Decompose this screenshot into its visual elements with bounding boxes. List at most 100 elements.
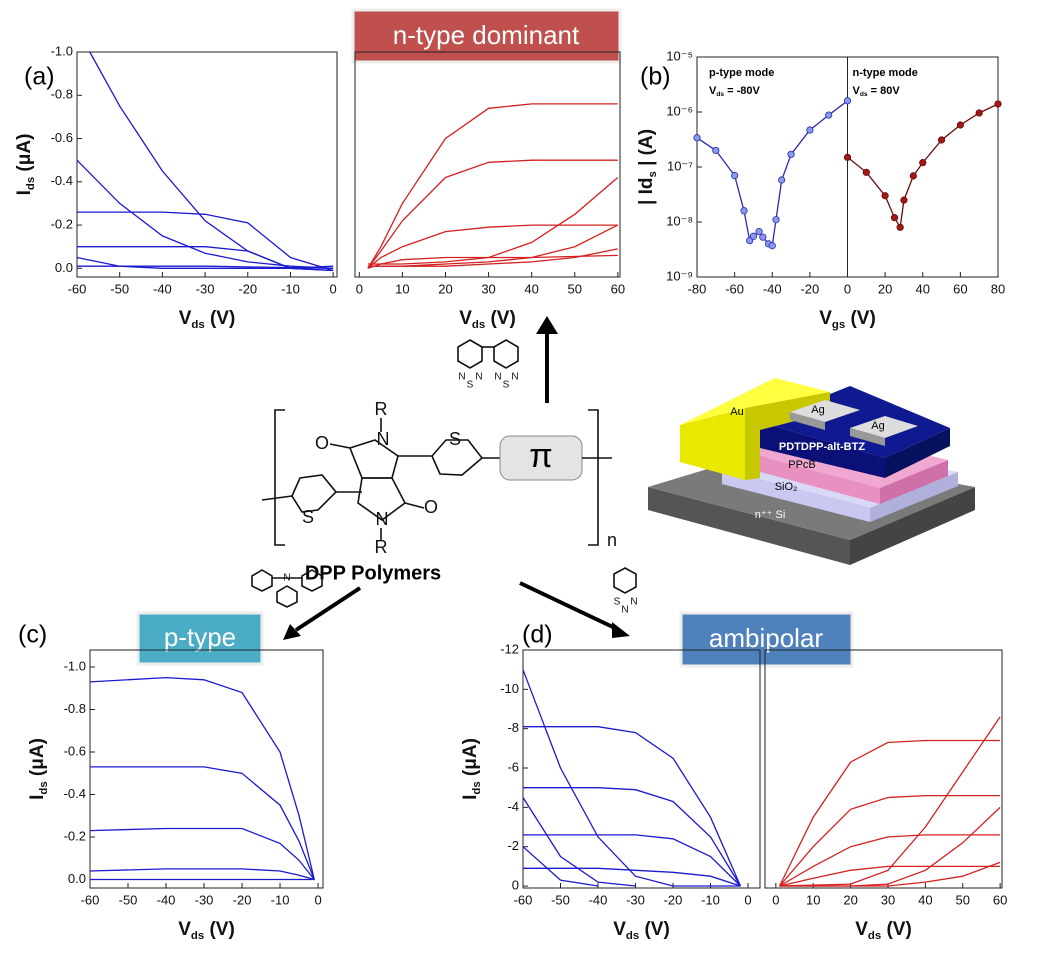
- y-tick-label: 10⁻⁶: [666, 103, 693, 118]
- pi: π: [529, 437, 552, 475]
- y-axis-label: Ids (μA): [27, 738, 50, 800]
- x-tick-label: -50: [110, 281, 129, 296]
- y-tick-label: 0.0: [68, 871, 86, 886]
- y-axis-label-part: | (A): [636, 129, 657, 171]
- y-tick-label: -8: [507, 720, 519, 735]
- x-tick-label: 50: [956, 892, 970, 907]
- curve: [779, 865, 1001, 887]
- x-axis-label-part: (V): [639, 919, 670, 940]
- x-axis-label-part: V: [855, 919, 868, 940]
- curve: [89, 868, 315, 881]
- x-axis-label-part: V: [179, 308, 192, 329]
- x-tick-label: 10: [806, 892, 820, 907]
- y-axis-label-part: ds: [38, 781, 50, 794]
- x-axis-label: Vgs (V): [819, 308, 876, 331]
- x-tick-label: 0: [356, 281, 363, 296]
- curve: [522, 669, 741, 887]
- x-axis-label-part: ds: [191, 930, 204, 942]
- y-tick-label: -2: [507, 838, 519, 853]
- point: [740, 207, 748, 215]
- banner-box: [351, 8, 622, 64]
- point: [749, 232, 758, 240]
- x-axis-label: Vds (V): [855, 919, 912, 942]
- x-tick-label: -80: [688, 281, 707, 296]
- arrow: [294, 586, 362, 632]
- molecule: R N O S π S N O R n DPP Polymers: [261, 399, 617, 584]
- device-label: PDTDPP-alt-BTZ: [779, 441, 865, 453]
- x-axis-label-part: ds: [191, 319, 204, 331]
- plot-frame: [522, 649, 761, 889]
- point: [712, 146, 720, 155]
- y-tick-label: 10⁻⁷: [667, 158, 693, 173]
- banner: p-type: [164, 622, 236, 652]
- curve: [523, 867, 741, 887]
- curve: [523, 787, 742, 887]
- y-tick-label: -4: [507, 799, 519, 814]
- point: [900, 196, 908, 204]
- banner: ambipolar: [709, 623, 824, 653]
- x-tick-label: -40: [157, 892, 176, 907]
- y-axis-label: | Ids | (A): [636, 129, 659, 205]
- x-axis-label-part: (V): [845, 308, 876, 329]
- device-label: Ag: [811, 404, 824, 416]
- x-tick-label: 0: [844, 281, 851, 296]
- layer-si: [850, 487, 975, 565]
- x-tick-label: -60: [68, 281, 87, 296]
- y-tick-label: -0.4: [51, 173, 73, 188]
- ag: [850, 428, 885, 446]
- point: [759, 233, 767, 241]
- x-tick-label: -60: [514, 892, 533, 907]
- plot-frame: [764, 649, 1003, 889]
- x-axis-label-part: ds: [626, 930, 639, 942]
- arrow-head: [536, 316, 558, 334]
- annotation-part: ds: [860, 91, 868, 98]
- x-tick-label: -10: [271, 892, 290, 907]
- x-tick-label: 40: [918, 892, 932, 907]
- x-axis-label-part: V: [819, 308, 832, 329]
- y-axis-label-part: I: [14, 190, 35, 195]
- panel-label: (a): [24, 63, 55, 91]
- point: [772, 216, 780, 224]
- y-axis-label-part: I: [27, 795, 48, 800]
- atom: n: [607, 530, 617, 550]
- y-tick-label: -0.2: [51, 217, 73, 232]
- x-axis-label-part: ds: [472, 319, 485, 331]
- point: [937, 136, 946, 144]
- curve: [77, 246, 334, 272]
- y-tick-label: -0.6: [64, 743, 86, 758]
- y-axis-label-part: ds: [471, 781, 483, 794]
- y-tick-label: -1.0: [51, 43, 73, 58]
- atom: S: [503, 380, 510, 391]
- x-axis-label-part: (V): [205, 308, 236, 329]
- layer-ppcb: [745, 452, 880, 504]
- layer-polymer: [760, 422, 885, 478]
- x-tick-label: 20: [878, 281, 892, 296]
- x-tick-label: 40: [524, 281, 538, 296]
- annotation: Vds = 80V: [853, 85, 901, 98]
- point: [787, 150, 795, 158]
- y-tick-label: -12: [500, 641, 519, 656]
- layer-si: [648, 487, 850, 565]
- y-tick-label: 10⁻⁵: [666, 48, 693, 63]
- x-tick-label: -60: [725, 281, 744, 296]
- ring: [357, 477, 407, 521]
- atom: O: [315, 433, 329, 453]
- ag: [850, 416, 918, 438]
- y-tick-label: -0.8: [64, 701, 86, 716]
- curve: [523, 726, 742, 887]
- atom: N: [630, 597, 637, 608]
- arrow-head: [612, 622, 630, 638]
- y-axis-label: Ids (μA): [460, 738, 483, 800]
- y-tick-label: 10⁻⁹: [666, 268, 693, 283]
- y-tick-label: -1.0: [64, 658, 86, 673]
- curve: [90, 766, 315, 880]
- device-label: SiO₂: [775, 481, 798, 493]
- point: [890, 214, 899, 222]
- layer-sio2: [722, 470, 870, 522]
- banner-box: [136, 611, 264, 666]
- point: [956, 121, 964, 129]
- x-tick-label: -40: [153, 281, 172, 296]
- x-tick-label: 60: [611, 281, 625, 296]
- curve: [523, 834, 741, 887]
- x-axis-label-part: ds: [868, 930, 881, 942]
